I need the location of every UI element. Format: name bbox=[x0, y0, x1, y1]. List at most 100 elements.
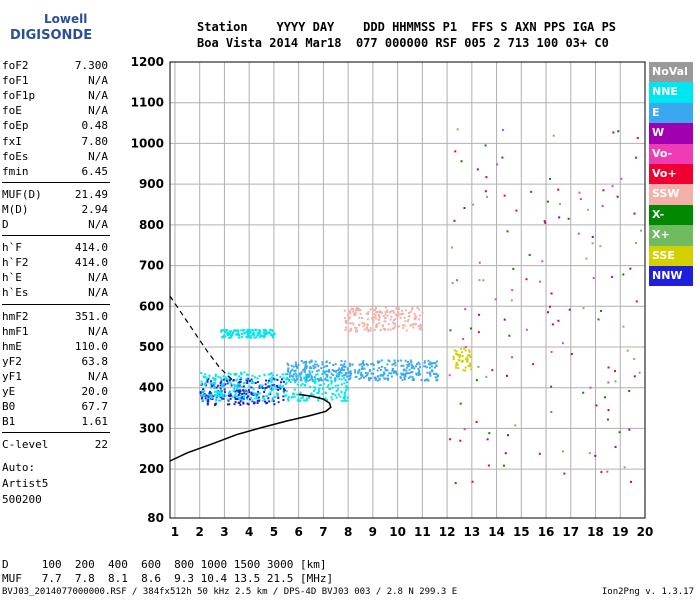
noise-point bbox=[614, 380, 617, 383]
echo-point bbox=[373, 376, 376, 379]
echo-point bbox=[241, 393, 244, 396]
echo-point bbox=[397, 307, 400, 310]
noise-point bbox=[487, 464, 490, 467]
echo-point bbox=[469, 356, 472, 359]
echo-point bbox=[260, 385, 263, 388]
echo-point bbox=[427, 363, 430, 366]
echo-point bbox=[325, 399, 328, 402]
noise-point bbox=[597, 318, 600, 321]
echo-point bbox=[304, 399, 307, 402]
echo-point bbox=[392, 319, 395, 322]
param-row-mufd: MUF(D) 21.49 bbox=[2, 187, 108, 202]
echo-point bbox=[286, 373, 289, 376]
echo-point bbox=[238, 392, 241, 395]
echo-point bbox=[313, 389, 316, 392]
echo-point bbox=[329, 387, 332, 390]
echo-point bbox=[335, 396, 338, 399]
noise-point bbox=[582, 391, 585, 394]
echo-point bbox=[213, 387, 216, 390]
echo-point bbox=[410, 308, 413, 311]
x-tick-label: 16 bbox=[538, 525, 555, 539]
echo-point bbox=[458, 353, 461, 356]
noise-point bbox=[510, 299, 513, 302]
echo-point bbox=[201, 399, 204, 402]
echo-point bbox=[287, 397, 290, 400]
echo-point bbox=[250, 386, 253, 389]
echo-point bbox=[207, 377, 210, 380]
noise-point bbox=[503, 194, 506, 197]
echo-point bbox=[378, 322, 381, 325]
echo-point bbox=[229, 373, 232, 376]
echo-point bbox=[261, 335, 264, 338]
echo-point bbox=[357, 372, 360, 375]
echo-point bbox=[214, 403, 217, 406]
x-tick-label: 7 bbox=[319, 525, 327, 539]
echo-point bbox=[409, 371, 412, 374]
noise-point bbox=[563, 472, 566, 475]
echo-point bbox=[375, 325, 378, 328]
echo-point bbox=[467, 364, 470, 367]
echo-point bbox=[284, 394, 287, 397]
echo-point bbox=[306, 373, 309, 376]
echo-point bbox=[452, 355, 455, 358]
echo-point bbox=[273, 403, 276, 406]
echo-point bbox=[363, 367, 366, 370]
echo-point bbox=[200, 372, 203, 375]
echo-point bbox=[217, 375, 220, 378]
echo-point bbox=[238, 398, 241, 401]
echo-point bbox=[269, 393, 272, 396]
echo-point bbox=[288, 378, 291, 381]
y-tick-label: 1100 bbox=[131, 96, 164, 110]
echo-point bbox=[375, 324, 378, 327]
echo-point bbox=[402, 312, 405, 315]
echo-point bbox=[222, 378, 225, 381]
echo-point bbox=[213, 385, 216, 388]
echo-point bbox=[228, 330, 231, 333]
echo-point bbox=[345, 385, 348, 388]
noise-point bbox=[606, 418, 609, 421]
noise-point bbox=[561, 342, 564, 345]
noise-point bbox=[599, 245, 602, 248]
echo-point bbox=[414, 323, 417, 326]
echo-point bbox=[287, 378, 290, 381]
echo-point bbox=[467, 353, 470, 356]
noise-point bbox=[601, 205, 604, 208]
echo-point bbox=[394, 313, 397, 316]
echo-point bbox=[403, 378, 406, 381]
echo-point bbox=[261, 396, 264, 399]
echo-point bbox=[281, 385, 284, 388]
echo-point bbox=[343, 317, 346, 320]
echo-point bbox=[309, 378, 312, 381]
noise-point bbox=[591, 235, 594, 238]
echo-point bbox=[283, 389, 286, 392]
echo-point bbox=[372, 321, 375, 324]
echo-point bbox=[222, 385, 225, 388]
echo-point bbox=[259, 384, 262, 387]
noise-point bbox=[460, 160, 463, 163]
echo-point bbox=[296, 383, 299, 386]
echo-point bbox=[404, 359, 407, 362]
echo-point bbox=[295, 375, 298, 378]
noise-point bbox=[494, 298, 497, 301]
echo-point bbox=[301, 394, 304, 397]
echo-point bbox=[400, 364, 403, 367]
echo-point bbox=[229, 336, 232, 339]
echo-point bbox=[205, 398, 208, 401]
param-row-b0: B0 67.7 bbox=[2, 399, 108, 414]
echo-point bbox=[343, 363, 346, 366]
echo-point bbox=[243, 328, 246, 331]
echo-point bbox=[386, 314, 389, 317]
echo-point bbox=[249, 336, 252, 339]
echo-point bbox=[358, 324, 361, 327]
echo-point bbox=[212, 377, 215, 380]
echo-point bbox=[299, 372, 302, 375]
x-tick-label: 13 bbox=[463, 525, 480, 539]
echo-point bbox=[306, 365, 309, 368]
echo-point bbox=[292, 365, 295, 368]
noise-point bbox=[620, 177, 623, 180]
echo-point bbox=[265, 401, 268, 404]
echo-point bbox=[294, 364, 297, 367]
echo-point bbox=[435, 365, 438, 368]
echo-point bbox=[232, 389, 235, 392]
echo-point bbox=[419, 314, 422, 317]
